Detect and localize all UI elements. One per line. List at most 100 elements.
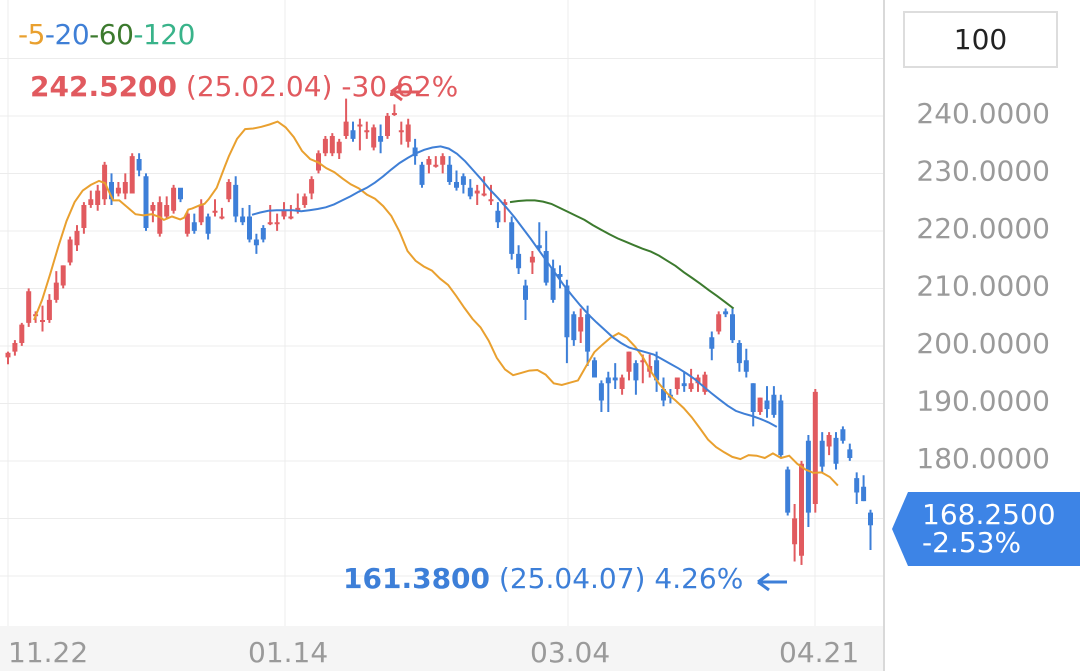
candle-body [67, 239, 73, 263]
candle-body [309, 179, 315, 194]
candle-body [40, 320, 45, 322]
candle-body [661, 389, 666, 401]
candle-body [481, 193, 487, 196]
y-tick-label: 190.0000 [916, 385, 1050, 418]
candle-body [688, 383, 694, 389]
candle-body [322, 138, 328, 154]
candle-body [336, 141, 342, 154]
candle-body [474, 190, 480, 194]
candle-body [488, 199, 494, 202]
current-price-tag: 168.2500 -2.53% [892, 492, 1080, 566]
candle-body [385, 115, 390, 136]
current-change: -2.53% [922, 526, 1022, 559]
candle-body [295, 207, 301, 211]
candle-body [74, 230, 80, 246]
candle-body [771, 394, 777, 415]
candle-body [854, 478, 860, 493]
y-tick-label: 220.0000 [916, 212, 1050, 245]
candle-body [53, 282, 59, 300]
moving-averages [33, 120, 839, 487]
candle-body [654, 360, 660, 381]
legend-item-ma60[interactable]: -60 [89, 18, 134, 51]
legend-item-ma5[interactable]: -5 [18, 18, 45, 51]
candle-body [357, 124, 363, 127]
legend-item-ma20[interactable]: -20 [44, 18, 90, 51]
candle-body [826, 435, 832, 447]
candle-body [5, 352, 11, 358]
candle-body [412, 147, 418, 157]
legend-item-ma120[interactable]: -120 [133, 18, 195, 51]
ma60-line [509, 199, 735, 310]
candle-body [460, 176, 466, 185]
candle-body [730, 314, 735, 341]
candle-body [60, 265, 66, 286]
candle-body [812, 391, 818, 504]
candle-body [122, 182, 128, 194]
candle-body [164, 205, 170, 217]
candle-body [288, 216, 294, 219]
candle-body [557, 274, 563, 277]
candle-body [378, 136, 384, 142]
candle-body [433, 164, 439, 167]
candle-body [861, 486, 867, 502]
candle-body [426, 159, 432, 165]
candle-body [267, 222, 273, 225]
candle-body [529, 256, 535, 263]
candle-body [19, 324, 25, 343]
x-tick-label: 04.21 [779, 636, 859, 669]
candle-body [260, 228, 266, 240]
candle-body [81, 205, 87, 228]
candle-body [550, 268, 556, 300]
candle-body [633, 363, 639, 381]
ma-legend[interactable]: -5-20-60-120 [18, 18, 195, 51]
candle-body [585, 314, 591, 352]
candle-body [364, 130, 370, 133]
candle-body [447, 164, 453, 182]
candle-body [495, 210, 501, 223]
candle-body [847, 449, 853, 458]
candle-body [419, 164, 425, 185]
candle-body [247, 216, 252, 240]
candle-body [516, 253, 522, 269]
candle-body [612, 377, 618, 381]
arrow-left-icon [757, 572, 770, 592]
candle-body [371, 127, 377, 148]
candle-body [171, 187, 177, 211]
candle-body [198, 205, 204, 223]
period-selector[interactable]: 100 [903, 11, 1058, 68]
candle-body [619, 377, 625, 389]
candle-body [716, 314, 722, 332]
candle-body [702, 374, 708, 392]
candle-body [709, 337, 715, 349]
candle-body [543, 251, 549, 283]
candle-body [799, 463, 804, 556]
x-axis-band [0, 626, 883, 671]
candle-body [819, 440, 825, 467]
candle-body [626, 351, 632, 372]
candle-body [26, 291, 32, 323]
candle-body [274, 222, 280, 225]
candle-body [350, 130, 356, 139]
low-date: (25.04.07) [498, 562, 646, 595]
x-tick-label: 03.04 [530, 636, 610, 669]
candle-body [191, 222, 197, 231]
candle-body [391, 113, 397, 115]
candle-body [329, 136, 335, 154]
candle-body [150, 205, 156, 211]
candle-body [764, 400, 770, 410]
low-value: 161.3800 [343, 562, 491, 595]
candle-body [598, 383, 604, 401]
candle-body [46, 299, 52, 320]
candle-body [578, 317, 584, 332]
candle-body [785, 469, 791, 513]
candle-body [536, 245, 542, 249]
ma20-line [251, 145, 778, 428]
candle-body [184, 213, 190, 234]
candle-body [833, 437, 839, 464]
candle-body [454, 182, 459, 188]
x-tick-label: 01.14 [248, 636, 328, 669]
candle-body [605, 377, 611, 384]
candle-body [564, 285, 570, 338]
candles [5, 98, 873, 565]
